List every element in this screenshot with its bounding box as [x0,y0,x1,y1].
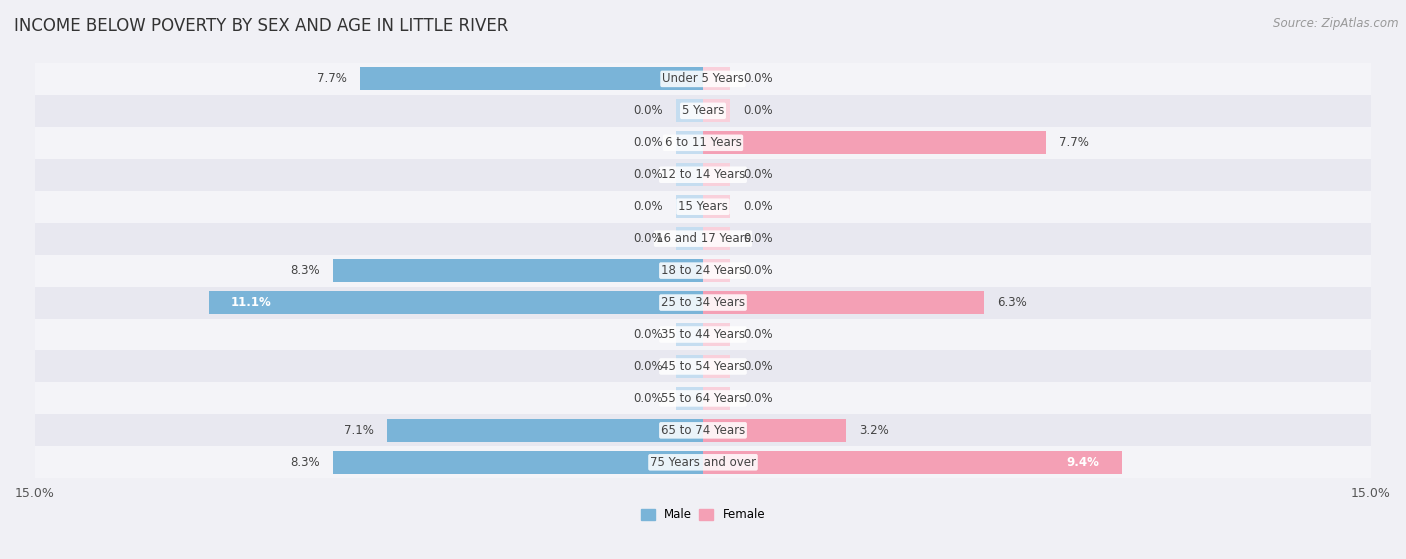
Bar [35,446,1371,479]
Text: 6 to 11 Years: 6 to 11 Years [665,136,741,149]
Bar [35,63,1371,95]
Bar [35,287,1371,319]
Text: 75 Years and over: 75 Years and over [650,456,756,469]
Text: 0.0%: 0.0% [633,232,662,245]
Bar [35,414,1371,446]
Bar [35,255,1371,287]
Text: 15 Years: 15 Years [678,200,728,213]
Bar [703,163,730,186]
Bar [676,355,703,378]
Text: 0.0%: 0.0% [744,168,773,181]
Text: 0.0%: 0.0% [633,360,662,373]
Bar [387,419,703,442]
Bar [35,191,1371,222]
Bar [703,355,730,378]
Text: 0.0%: 0.0% [633,105,662,117]
Text: 16 and 17 Years: 16 and 17 Years [655,232,751,245]
Bar [35,319,1371,350]
Text: 11.1%: 11.1% [231,296,271,309]
Bar [208,291,703,314]
Bar [35,127,1371,159]
Bar [35,382,1371,414]
Text: Under 5 Years: Under 5 Years [662,73,744,86]
Bar [703,68,730,91]
Text: 6.3%: 6.3% [997,296,1026,309]
Bar [703,291,984,314]
Bar [703,451,1122,474]
Text: 0.0%: 0.0% [744,200,773,213]
Legend: Male, Female: Male, Female [636,504,770,526]
Text: 35 to 44 Years: 35 to 44 Years [661,328,745,341]
Text: 7.7%: 7.7% [316,73,347,86]
Text: 3.2%: 3.2% [859,424,889,437]
Bar [333,259,703,282]
Bar [360,68,703,91]
Bar [35,222,1371,255]
Text: 0.0%: 0.0% [633,200,662,213]
Bar [703,227,730,250]
Bar [703,131,1046,154]
Bar [35,350,1371,382]
Text: 0.0%: 0.0% [744,392,773,405]
Text: 0.0%: 0.0% [744,73,773,86]
Text: 0.0%: 0.0% [744,105,773,117]
Bar [676,100,703,122]
Text: 25 to 34 Years: 25 to 34 Years [661,296,745,309]
Text: 5 Years: 5 Years [682,105,724,117]
Text: 8.3%: 8.3% [291,264,321,277]
Bar [676,323,703,346]
Text: 0.0%: 0.0% [633,328,662,341]
Text: 0.0%: 0.0% [633,168,662,181]
Text: 8.3%: 8.3% [291,456,321,469]
Bar [703,195,730,218]
Bar [676,163,703,186]
Bar [676,227,703,250]
Text: 7.1%: 7.1% [343,424,374,437]
Text: 0.0%: 0.0% [744,232,773,245]
Text: 0.0%: 0.0% [744,360,773,373]
Text: Source: ZipAtlas.com: Source: ZipAtlas.com [1274,17,1399,30]
Bar [333,451,703,474]
Text: 0.0%: 0.0% [633,136,662,149]
Bar [35,159,1371,191]
Bar [703,100,730,122]
Bar [35,95,1371,127]
Text: 0.0%: 0.0% [633,392,662,405]
Bar [676,195,703,218]
Text: 55 to 64 Years: 55 to 64 Years [661,392,745,405]
Bar [703,419,845,442]
Text: 0.0%: 0.0% [744,264,773,277]
Text: INCOME BELOW POVERTY BY SEX AND AGE IN LITTLE RIVER: INCOME BELOW POVERTY BY SEX AND AGE IN L… [14,17,509,35]
Bar [703,323,730,346]
Bar [703,259,730,282]
Bar [703,387,730,410]
Text: 9.4%: 9.4% [1067,456,1099,469]
Text: 7.7%: 7.7% [1059,136,1090,149]
Text: 65 to 74 Years: 65 to 74 Years [661,424,745,437]
Text: 18 to 24 Years: 18 to 24 Years [661,264,745,277]
Text: 45 to 54 Years: 45 to 54 Years [661,360,745,373]
Text: 0.0%: 0.0% [744,328,773,341]
Text: 12 to 14 Years: 12 to 14 Years [661,168,745,181]
Bar [676,387,703,410]
Bar [676,131,703,154]
